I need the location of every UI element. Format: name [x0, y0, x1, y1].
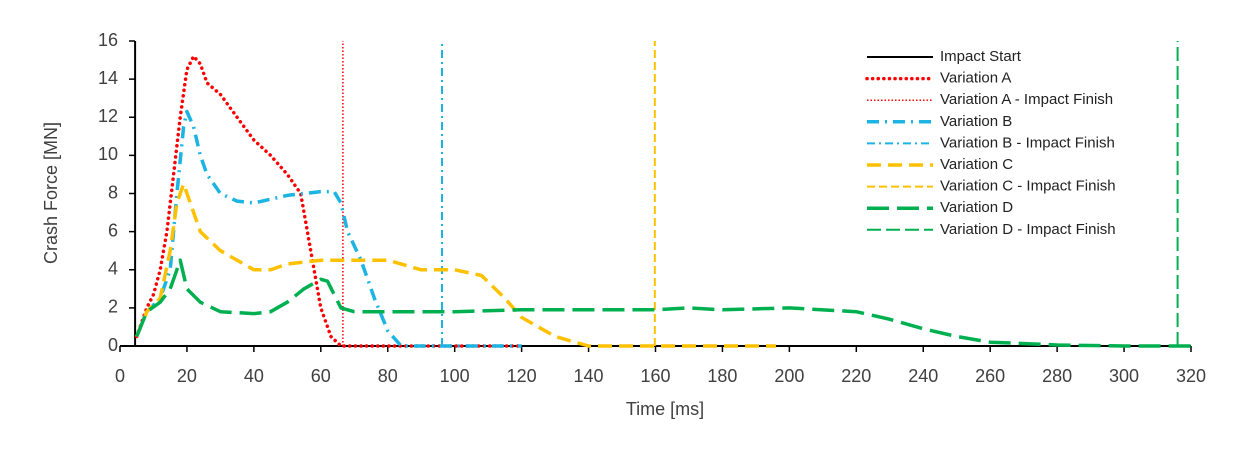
y-tick-label: 4: [108, 259, 118, 279]
x-axis-title: Time [ms]: [626, 399, 704, 419]
series-line: [135, 258, 1191, 348]
x-tick-label: 160: [640, 366, 670, 386]
legend-label: Variation D - Impact Finish: [940, 221, 1116, 238]
y-axis-title: Crash Force [MN]: [41, 122, 61, 264]
series-line: [134, 54, 524, 348]
series-line: [135, 182, 776, 348]
legend-label: Variation B: [940, 113, 1012, 130]
y-tick-label: 8: [108, 182, 118, 202]
x-tick-label: 120: [507, 366, 537, 386]
legend-label: Variation B - Impact Finish: [940, 134, 1115, 151]
x-tick-label: 0: [115, 366, 125, 386]
legend-label: Variation D: [940, 199, 1013, 216]
y-tick-label: 6: [108, 220, 118, 240]
x-tick-label: 320: [1176, 366, 1206, 386]
x-tick-label: 220: [841, 366, 871, 386]
series-line: [135, 109, 522, 348]
x-tick-label: 200: [774, 366, 804, 386]
y-tick-label: 2: [108, 297, 118, 317]
x-tick-label: 280: [1042, 366, 1072, 386]
x-tick-label: 240: [908, 366, 938, 386]
x-tick-label: 60: [311, 366, 331, 386]
y-tick-label: 10: [98, 144, 118, 164]
x-tick-label: 140: [574, 366, 604, 386]
legend-label: Variation C: [940, 156, 1013, 173]
x-tick-label: 80: [378, 366, 398, 386]
legend-label: Variation A - Impact Finish: [940, 91, 1113, 108]
y-tick-label: 12: [98, 106, 118, 126]
y-tick-label: 0: [108, 335, 118, 355]
y-tick-label: 14: [98, 68, 118, 88]
x-tick-label: 40: [244, 366, 264, 386]
x-tick-label: 300: [1109, 366, 1139, 386]
x-tick-label: 20: [177, 366, 197, 386]
legend-label: Variation C - Impact Finish: [940, 178, 1116, 195]
legend-label: Variation A: [940, 70, 1011, 87]
x-tick-label: 180: [707, 366, 737, 386]
y-tick-label: 16: [98, 30, 118, 50]
x-tick-label: 100: [440, 366, 470, 386]
x-tick-label: 260: [975, 366, 1005, 386]
legend-label: Impact Start: [940, 48, 1022, 65]
